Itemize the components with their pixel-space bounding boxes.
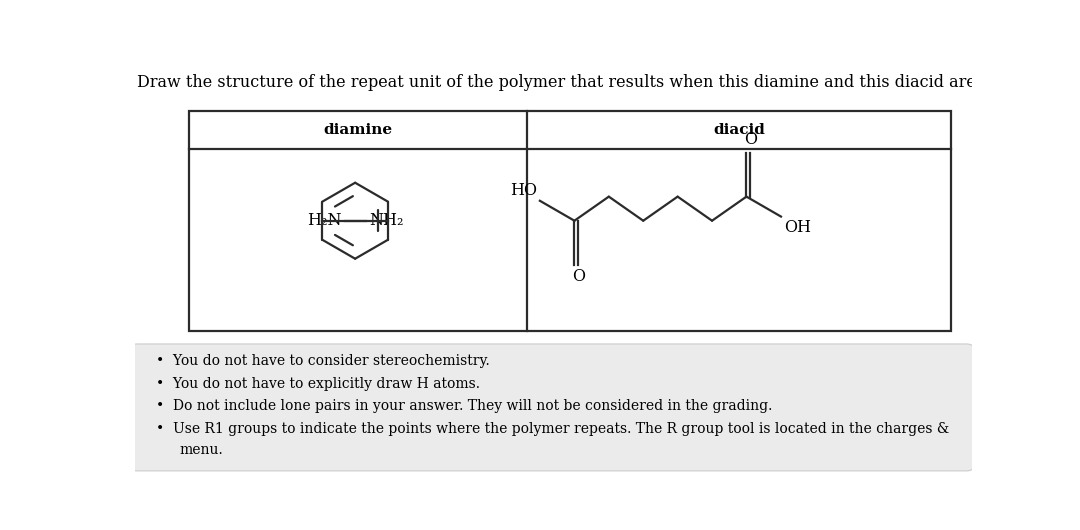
FancyBboxPatch shape xyxy=(131,344,973,471)
Text: OH: OH xyxy=(784,218,811,236)
Text: •  You do not have to consider stereochemistry.: • You do not have to consider stereochem… xyxy=(156,354,489,368)
Text: •  Do not include lone pairs in your answer. They will not be considered in the : • Do not include lone pairs in your answ… xyxy=(156,399,772,413)
Text: diacid: diacid xyxy=(713,123,765,137)
Text: menu.: menu. xyxy=(179,443,224,457)
Text: O: O xyxy=(572,268,585,285)
Text: NH₂: NH₂ xyxy=(369,212,404,229)
Text: •  You do not have to explicitly draw H atoms.: • You do not have to explicitly draw H a… xyxy=(156,377,480,391)
Bar xyxy=(189,111,951,331)
Text: H₂N: H₂N xyxy=(307,212,341,229)
Text: O: O xyxy=(744,131,757,148)
Text: diamine: diamine xyxy=(324,123,393,137)
Text: Draw the structure of the repeat unit of the polymer that results when this diam: Draw the structure of the repeat unit of… xyxy=(137,74,1080,91)
Text: HO: HO xyxy=(511,182,538,199)
Text: •  Use R1 groups to indicate the points where the polymer repeats. The R group t: • Use R1 groups to indicate the points w… xyxy=(156,421,949,436)
